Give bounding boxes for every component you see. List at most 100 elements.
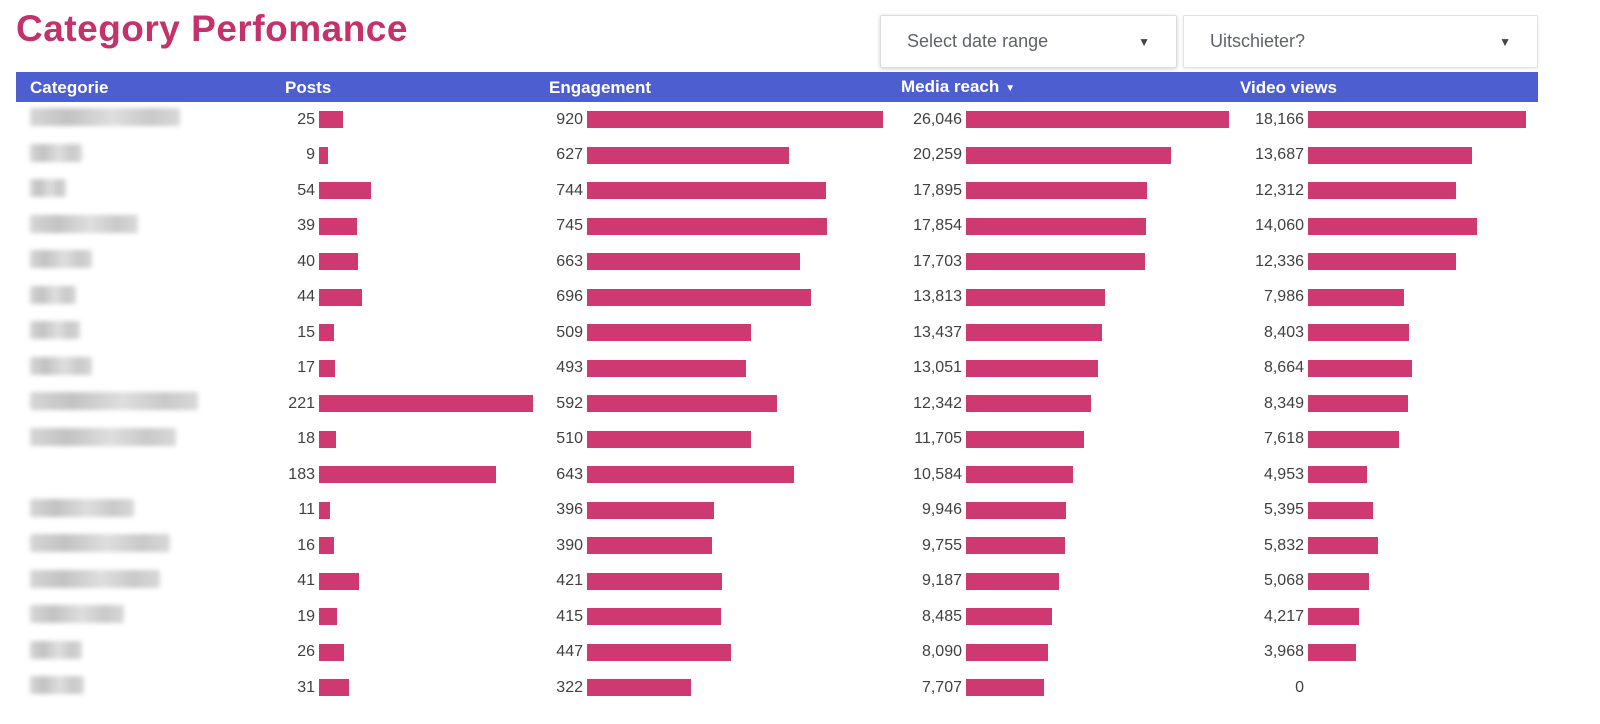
video-views-value: 7,986 (1263, 288, 1304, 306)
media-reach-bar (966, 324, 1102, 342)
posts-value: 15 (297, 323, 315, 341)
engagement-cell: 447 (549, 643, 901, 661)
posts-bar (319, 501, 330, 519)
engagement-value: 390 (556, 536, 583, 554)
video-views-bar (1308, 146, 1472, 164)
posts-value: 17 (297, 359, 315, 377)
media-reach-value: 8,485 (921, 607, 962, 625)
video-views-cell: 7,986 (1240, 288, 1538, 306)
engagement-cell: 627 (549, 146, 901, 164)
video-views-cell: 12,336 (1240, 253, 1538, 271)
media-reach-cell: 10,584 (901, 466, 1240, 484)
posts-cell: 19 (285, 608, 549, 626)
redacted-category-label (30, 214, 138, 233)
engagement-cell: 745 (549, 217, 901, 235)
outlier-select[interactable]: Uitschieter? ▼ (1183, 15, 1538, 68)
media-reach-bar (966, 501, 1066, 519)
engagement-value: 509 (556, 323, 583, 341)
posts-cell: 16 (285, 537, 549, 555)
category-cell (16, 356, 285, 380)
video-views-cell: 14,060 (1240, 217, 1538, 235)
engagement-value: 447 (556, 643, 583, 661)
posts-cell: 17 (285, 359, 549, 377)
posts-value: 39 (297, 217, 315, 235)
video-views-cell: 5,068 (1240, 572, 1538, 590)
header-media-reach-label: Media reach (901, 77, 1000, 96)
media-reach-cell: 8,090 (901, 643, 1240, 661)
date-range-select[interactable]: Select date range ▼ (880, 15, 1177, 68)
posts-cell: 18 (285, 430, 549, 448)
posts-value: 25 (297, 110, 315, 128)
video-views-bar (1308, 395, 1408, 413)
posts-cell: 221 (285, 395, 549, 413)
engagement-value: 592 (556, 394, 583, 412)
video-views-value: 0 (1295, 678, 1304, 696)
category-cell (16, 534, 285, 557)
media-reach-bar (966, 643, 1048, 661)
posts-value: 16 (297, 536, 315, 554)
header-media-reach[interactable]: Media reach ▼ (901, 72, 1240, 104)
media-reach-value: 12,342 (913, 394, 962, 412)
engagement-value: 415 (556, 607, 583, 625)
video-views-value: 4,953 (1263, 465, 1304, 483)
table-body: 25 920 26,046 18,166 9 627 20,259 13,687 54 744 17… (16, 102, 1538, 706)
posts-cell: 11 (285, 501, 549, 519)
posts-bar (319, 572, 359, 590)
posts-cell: 41 (285, 572, 549, 590)
table-row: 221 592 12,342 8,349 (16, 386, 1538, 422)
media-reach-value: 17,703 (913, 252, 962, 270)
page-title: Category Perfomance (16, 8, 408, 49)
media-reach-value: 17,895 (913, 181, 962, 199)
header-categorie: Categorie (30, 78, 109, 97)
video-views-cell: 8,664 (1240, 359, 1538, 377)
media-reach-value: 11,705 (914, 430, 962, 448)
video-views-value: 4,217 (1263, 607, 1304, 625)
media-reach-value: 9,755 (921, 536, 962, 554)
video-views-cell: 18,166 (1240, 111, 1538, 129)
redacted-category-label (30, 285, 76, 304)
media-reach-value: 9,187 (921, 572, 962, 590)
media-reach-value: 13,437 (913, 323, 962, 341)
redacted-category-label (30, 321, 80, 340)
engagement-bar (587, 466, 794, 484)
posts-bar (319, 217, 357, 235)
header-posts[interactable]: Posts (285, 78, 332, 97)
engagement-bar (587, 324, 751, 342)
video-views-bar (1308, 466, 1367, 484)
header-engagement[interactable]: Engagement (549, 78, 652, 97)
posts-bar (319, 359, 335, 377)
redacted-category-label (30, 498, 134, 517)
engagement-value: 322 (556, 678, 583, 696)
engagement-cell: 696 (549, 288, 901, 306)
redacted-category-label (30, 605, 124, 624)
media-reach-bar (966, 572, 1059, 590)
video-views-value: 8,349 (1263, 394, 1304, 412)
header-video-views[interactable]: Video views (1240, 78, 1338, 97)
posts-cell: 9 (285, 146, 549, 164)
engagement-cell: 509 (549, 324, 901, 342)
posts-value: 44 (297, 288, 315, 306)
media-reach-cell: 11,705 (901, 430, 1240, 448)
media-reach-cell: 13,051 (901, 359, 1240, 377)
posts-cell: 26 (285, 643, 549, 661)
table-row: 9 627 20,259 13,687 (16, 138, 1538, 174)
posts-value: 41 (297, 572, 315, 590)
table-row: 18 510 11,705 7,618 (16, 422, 1538, 458)
media-reach-cell: 12,342 (901, 395, 1240, 413)
table-header-row: Categorie Posts Engagement Media reach ▼ … (16, 72, 1538, 102)
table-row: 44 696 13,813 7,986 (16, 280, 1538, 316)
table-row: 31 322 7,707 0 (16, 670, 1538, 706)
posts-bar (319, 182, 371, 200)
table-row: 16 390 9,755 5,832 (16, 528, 1538, 564)
engagement-value: 493 (556, 359, 583, 377)
media-reach-cell: 9,755 (901, 537, 1240, 555)
table-row: 19 415 8,485 4,217 (16, 599, 1538, 635)
video-views-bar (1308, 537, 1378, 555)
engagement-value: 510 (556, 430, 583, 448)
engagement-bar (587, 182, 826, 200)
category-performance-table: Categorie Posts Engagement Media reach ▼ … (16, 72, 1538, 706)
posts-bar (319, 395, 533, 413)
posts-bar (319, 608, 337, 626)
engagement-cell: 396 (549, 501, 901, 519)
media-reach-cell: 8,485 (901, 608, 1240, 626)
